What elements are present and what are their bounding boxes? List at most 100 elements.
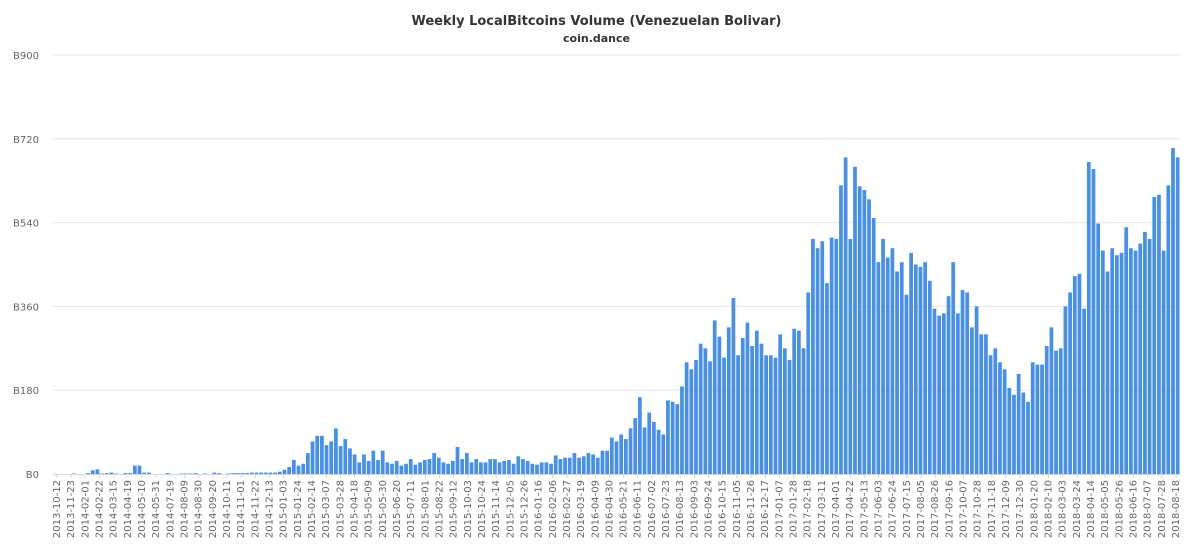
bar	[932, 308, 937, 474]
bar	[787, 359, 792, 474]
bar	[1147, 238, 1152, 474]
bar	[544, 462, 549, 474]
bar	[488, 459, 493, 474]
bar	[703, 348, 708, 474]
bar	[357, 462, 362, 474]
bar	[1157, 194, 1161, 475]
bar	[1124, 227, 1129, 474]
x-tick-label: 2018-05-26	[1114, 480, 1125, 538]
x-tick-label: 2016-02-27	[562, 480, 573, 538]
bar	[1171, 148, 1175, 475]
bar	[853, 166, 857, 475]
bar	[647, 412, 652, 474]
x-tick-label: 2016-05-21	[619, 480, 630, 538]
bar	[146, 472, 151, 474]
bar	[530, 463, 535, 474]
x-tick-label: 2018-03-24	[1072, 480, 1083, 538]
x-tick-label: 2015-09-12	[449, 480, 460, 538]
x-tick-label: 2016-04-09	[590, 480, 601, 538]
x-tick-label: 2017-04-22	[845, 480, 856, 538]
bar	[324, 445, 329, 474]
bar	[291, 460, 296, 474]
x-tick-label: 2015-03-28	[335, 480, 346, 538]
bar	[927, 280, 932, 474]
bar	[988, 355, 993, 474]
x-tick-label: 2016-03-19	[576, 480, 587, 538]
x-tick-label: 2016-07-23	[661, 480, 672, 538]
x-tick-label: 2014-08-09	[179, 480, 190, 538]
bar	[656, 429, 661, 474]
x-tick-label: 2014-02-22	[94, 480, 105, 538]
x-tick-label: 2016-11-26	[746, 480, 757, 538]
bar	[1110, 248, 1115, 474]
bar	[951, 262, 956, 474]
bar	[296, 465, 301, 474]
x-tick-label: 2018-02-10	[1044, 480, 1055, 538]
bar	[404, 463, 408, 474]
bar	[1058, 348, 1063, 474]
bar	[885, 257, 890, 474]
bar	[245, 473, 249, 474]
bar	[782, 348, 787, 474]
x-tick-label: 2014-09-20	[208, 480, 219, 538]
bar	[287, 467, 292, 474]
bar	[1091, 169, 1096, 474]
bar	[142, 472, 147, 474]
bar	[1100, 250, 1105, 474]
x-tick-label: 2015-01-24	[293, 480, 304, 538]
bar	[362, 454, 366, 474]
x-tick-label: 2017-10-07	[959, 480, 970, 538]
bar	[764, 355, 769, 474]
bars	[72, 148, 1180, 475]
bar	[633, 418, 638, 474]
y-tick-label: B360	[13, 302, 39, 313]
bar	[511, 463, 516, 474]
x-tick-label: 2016-11-05	[732, 480, 743, 538]
bar	[670, 401, 675, 474]
bar	[408, 459, 413, 474]
bar	[558, 459, 563, 474]
bar	[427, 459, 432, 474]
bar	[390, 463, 394, 474]
bar	[1007, 387, 1012, 474]
bar	[95, 469, 100, 474]
bar	[801, 348, 806, 474]
bar	[1152, 196, 1157, 475]
bar	[581, 456, 586, 474]
bar	[712, 320, 717, 474]
x-tick-label: 2016-12-17	[760, 480, 771, 538]
bar	[1072, 276, 1077, 474]
bar	[399, 465, 404, 474]
bar	[998, 362, 1002, 474]
x-tick-label: 2017-03-11	[817, 480, 828, 538]
bar	[1138, 243, 1143, 474]
bar	[231, 473, 235, 474]
bar	[829, 237, 834, 474]
x-tick-label: 2014-05-10	[137, 480, 148, 538]
bar	[694, 359, 698, 474]
bar	[1096, 223, 1101, 474]
x-tick-label: 2017-02-18	[803, 480, 814, 538]
bar	[329, 441, 334, 474]
bar	[193, 473, 198, 474]
bar	[385, 462, 390, 474]
x-tick-label: 2015-12-26	[519, 480, 530, 538]
bar	[1021, 392, 1026, 474]
bar	[1049, 327, 1054, 474]
bar	[1044, 345, 1049, 474]
bar	[464, 453, 469, 474]
x-tick-label: 2018-07-28	[1157, 480, 1168, 538]
bar	[834, 238, 839, 474]
bar	[104, 473, 109, 474]
bar	[212, 472, 217, 474]
bar	[455, 447, 460, 474]
bar	[497, 462, 502, 474]
bar	[768, 355, 773, 474]
bar	[623, 439, 628, 474]
x-tick-label: 2016-02-06	[548, 480, 559, 538]
x-tick-label: 2015-04-18	[349, 480, 360, 538]
x-tick-label: 2015-11-14	[491, 480, 502, 538]
bar	[745, 322, 750, 474]
bar	[740, 338, 745, 474]
x-tick-label: 2015-07-11	[406, 480, 417, 538]
